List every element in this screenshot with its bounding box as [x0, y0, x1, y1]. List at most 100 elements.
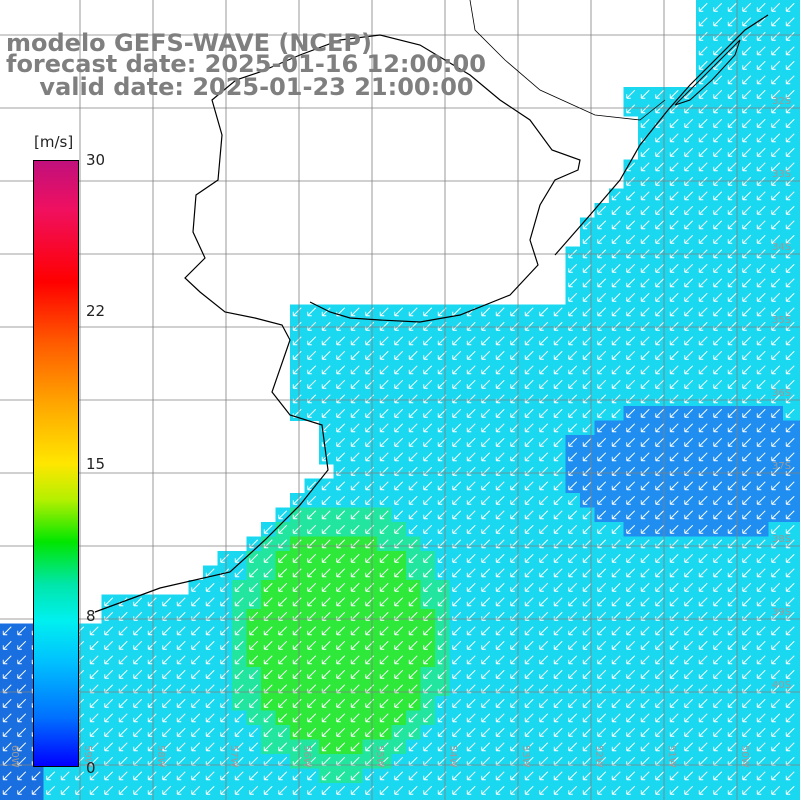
wind-speed-cell [797, 696, 800, 711]
wind-arrow [568, 379, 578, 389]
wind-arrow [524, 669, 534, 679]
wind-arrow [89, 698, 99, 708]
wind-arrow [785, 75, 795, 85]
wind-arrow [756, 785, 766, 795]
wind-arrow [524, 713, 534, 723]
wind-arrow [495, 350, 505, 360]
wind-arrow [713, 379, 723, 389]
wind-arrow [742, 60, 752, 70]
wind-arrow [539, 336, 549, 346]
wind-arrow [394, 437, 404, 447]
wind-arrow [597, 713, 607, 723]
wind-arrow [597, 350, 607, 360]
wind-arrow [336, 365, 346, 375]
wind-speed-cell [478, 797, 494, 800]
wind-arrow [640, 698, 650, 708]
wind-arrow [524, 582, 534, 592]
wind-arrow [742, 278, 752, 288]
wind-arrow [756, 104, 766, 114]
wind-arrow [582, 263, 592, 273]
wind-arrow [713, 104, 723, 114]
wind-arrow [597, 771, 607, 781]
wind-arrow [162, 626, 172, 636]
wind-arrow [626, 785, 636, 795]
wind-arrow [640, 437, 650, 447]
wind-arrow [640, 597, 650, 607]
colorbar-tick-30: 30 [86, 151, 106, 169]
wind-arrow [655, 162, 665, 172]
wind-arrow [510, 727, 520, 737]
wind-arrow [655, 307, 665, 317]
wind-speed-cell [797, 0, 800, 15]
wind-arrow [640, 655, 650, 665]
wind-arrow [263, 771, 273, 781]
wind-arrow [756, 481, 766, 491]
wind-arrow [684, 408, 694, 418]
wind-arrow [553, 394, 563, 404]
wind-arrow [771, 640, 781, 650]
wind-arrow [307, 597, 317, 607]
wind-arrow [713, 278, 723, 288]
wind-arrow [582, 626, 592, 636]
wind-arrow [321, 379, 331, 389]
wind-arrow [568, 292, 578, 302]
wind-arrow [365, 669, 375, 679]
longitude-label: 51W [666, 745, 677, 768]
wind-arrow [742, 46, 752, 56]
wind-arrow [771, 17, 781, 27]
wind-arrow [785, 553, 795, 563]
wind-arrow [452, 727, 462, 737]
wind-arrow [756, 437, 766, 447]
wind-arrow [510, 771, 520, 781]
wind-arrow [640, 568, 650, 578]
wind-arrow [510, 742, 520, 752]
wind-arrow [756, 31, 766, 41]
latitude-label: 39S [772, 607, 791, 618]
wind-arrow [466, 727, 476, 737]
wind-arrow [481, 481, 491, 491]
wind-arrow [278, 582, 288, 592]
wind-arrow [365, 350, 375, 360]
wind-arrow [176, 626, 186, 636]
wind-arrow [597, 655, 607, 665]
wind-arrow [249, 669, 259, 679]
wind-arrow [698, 582, 708, 592]
wind-arrow [263, 655, 273, 665]
wind-arrow [626, 669, 636, 679]
wind-arrow [669, 481, 679, 491]
wind-arrow [408, 785, 418, 795]
wind-arrow [220, 698, 230, 708]
wind-arrow [321, 597, 331, 607]
wind-arrow [553, 365, 563, 375]
wind-arrow [669, 698, 679, 708]
wind-arrow [336, 698, 346, 708]
wind-arrow [582, 524, 592, 534]
wind-arrow [524, 771, 534, 781]
wind-arrow [611, 437, 621, 447]
wind-speed-cell [797, 391, 800, 407]
wind-arrow [669, 524, 679, 534]
wind-arrow [510, 379, 520, 389]
wind-arrow [727, 220, 737, 230]
wind-arrow [510, 568, 520, 578]
wind-arrow [785, 31, 795, 41]
wind-arrow [669, 597, 679, 607]
wind-arrow [495, 495, 505, 505]
wind-arrow [698, 771, 708, 781]
wind-arrow [278, 698, 288, 708]
wind-arrow [727, 307, 737, 317]
wind-arrow [553, 713, 563, 723]
wind-arrow [292, 568, 302, 578]
wind-arrow [655, 568, 665, 578]
wind-arrow [524, 350, 534, 360]
wind-arrow [524, 698, 534, 708]
wind-arrow [655, 582, 665, 592]
wind-arrow [771, 437, 781, 447]
wind-arrow [669, 785, 679, 795]
wind-arrow [176, 727, 186, 737]
wind-arrow [568, 582, 578, 592]
wind-arrow [553, 655, 563, 665]
wind-arrow [669, 278, 679, 288]
wind-arrow [495, 336, 505, 346]
wind-arrow [568, 452, 578, 462]
